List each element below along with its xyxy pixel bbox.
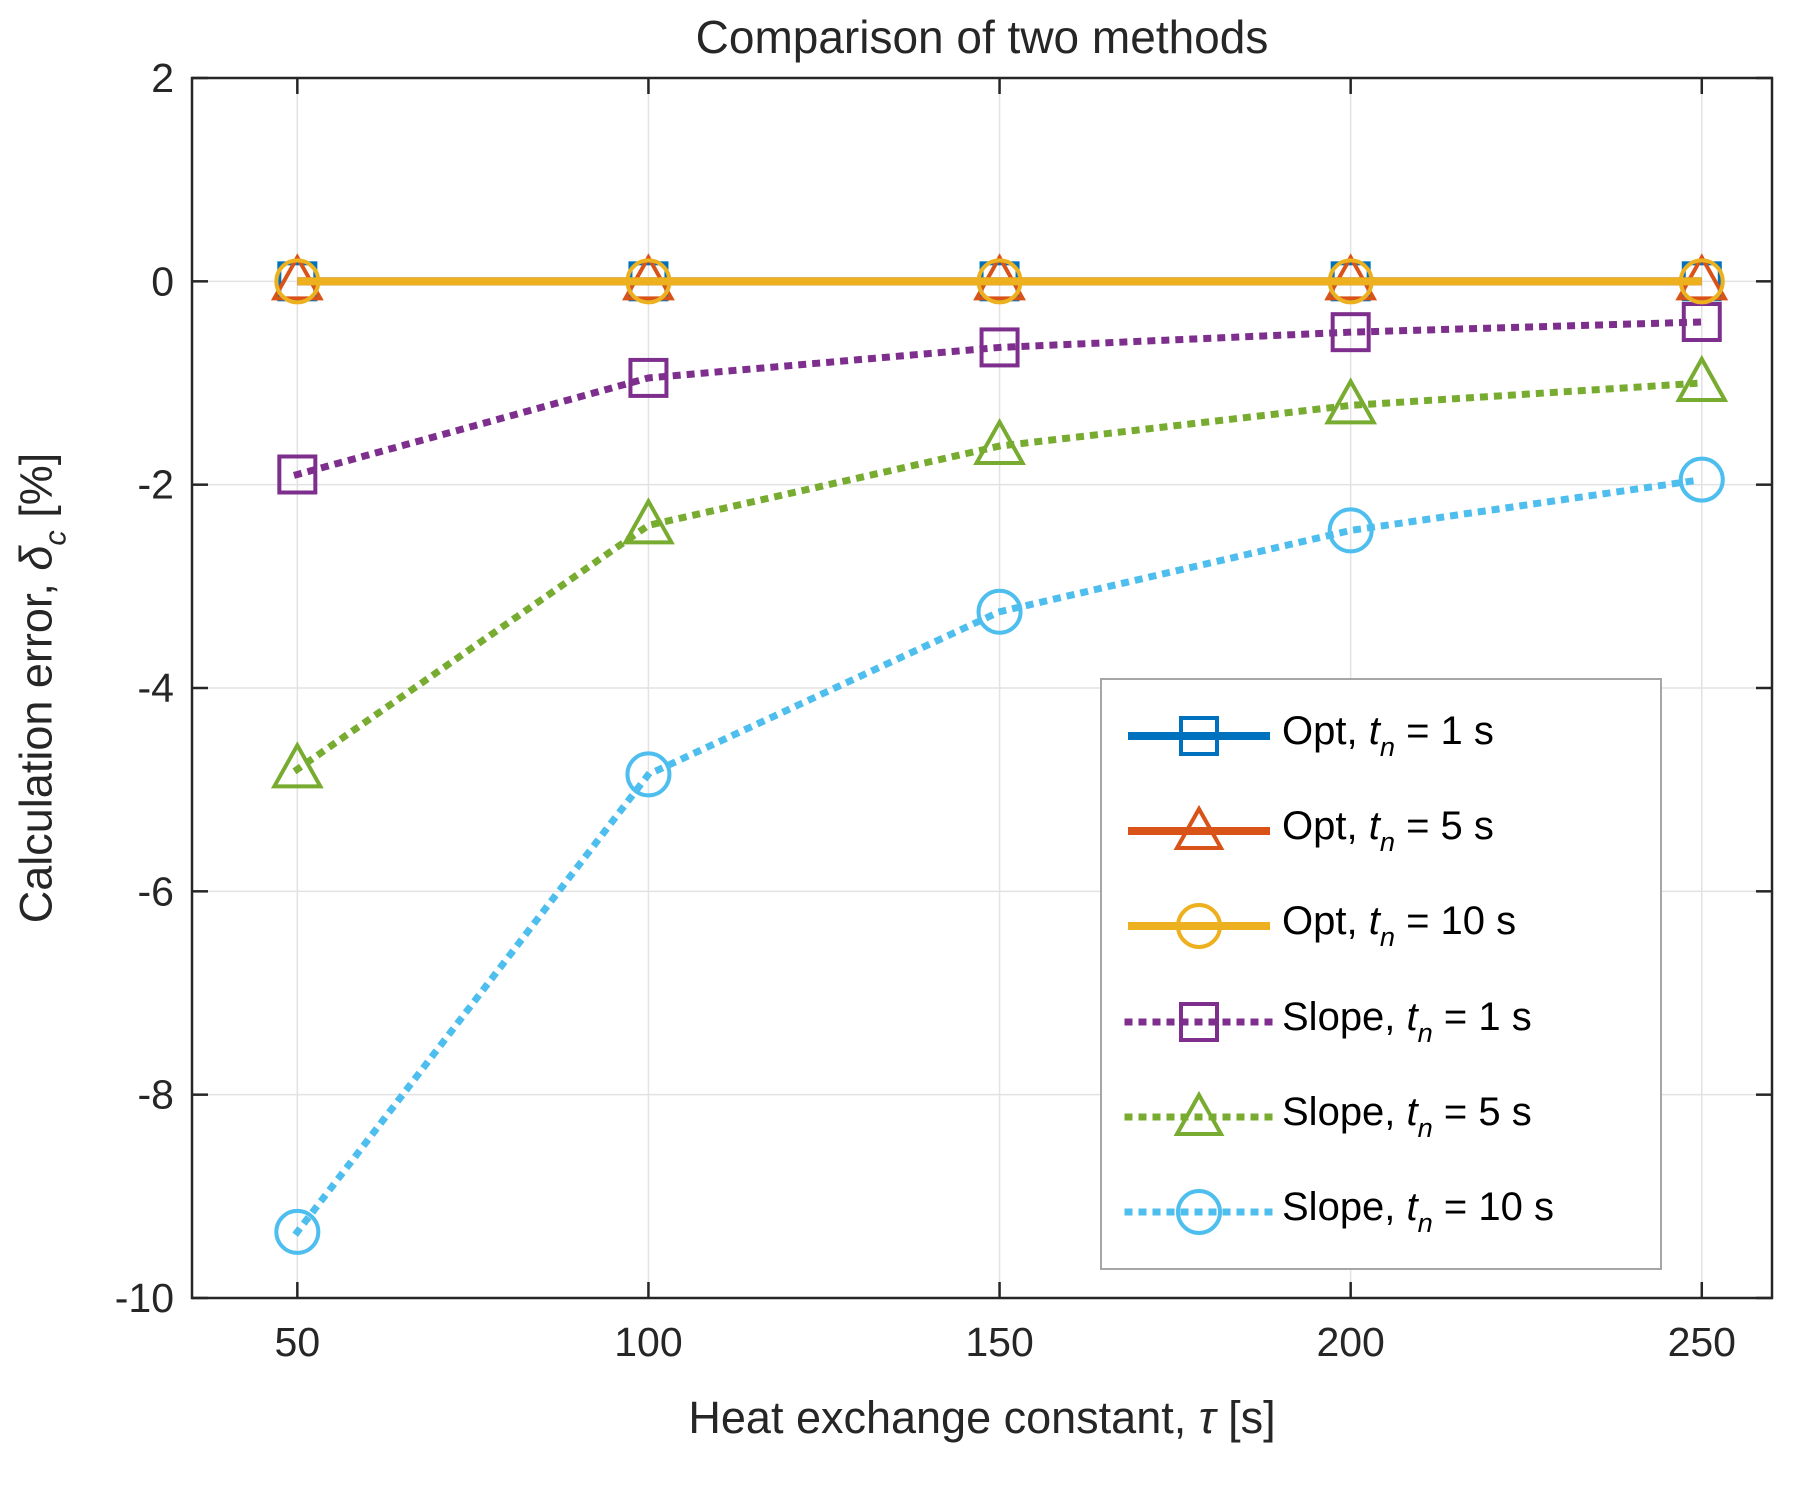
y-axis-label-unit: [%] [10,452,62,531]
x-tick-label: 250 [1668,1319,1736,1365]
legend-item-label: Opt, tn = 1 s [1282,708,1494,762]
legend-marker-triangle [1173,1090,1225,1136]
marker-circle [274,258,321,305]
legend-marker-square [1179,1001,1219,1042]
legend-marker-circle [1176,903,1222,950]
marker-square [277,454,318,495]
legend-item: Opt, tn = 5 s [1102,801,1660,861]
legend-sample-circle [1124,1189,1274,1236]
legend-sample-triangle [1128,804,1270,850]
legend-sample-circle [1128,903,1270,950]
y-tick-label: -4 [138,665,174,711]
marker-triangle [622,497,675,545]
legend-marker-square [1179,715,1219,756]
marker-square [979,327,1020,368]
marker-circle [1327,258,1374,305]
legend-item: Opt, tn = 1 s [1102,706,1660,766]
y-axis-label: Calculation error, δc [%] [11,453,74,924]
marker-triangle [973,417,1026,466]
legend-sample-triangle [1124,1090,1274,1136]
y-tick-label: 2 [151,55,174,101]
legend-item: Slope, tn = 1 s [1102,992,1660,1052]
legend-item: Slope, tn = 5 s [1102,1087,1660,1147]
marker-circle [274,1208,321,1255]
x-tick-label: 150 [965,1319,1033,1365]
y-tick-label: -8 [138,1072,174,1118]
marker-circle [1327,507,1374,554]
x-tick-label: 100 [614,1319,682,1365]
chart-legend: Opt, tn = 1 s Opt, tn = 5 s Opt, tn = 10 s… [1100,678,1662,1270]
x-tick-label: 200 [1316,1319,1384,1365]
legend-item-label: Opt, tn = 5 s [1282,803,1494,858]
marker-circle [976,258,1023,305]
marker-circle [625,258,672,305]
marker-circle [625,751,672,798]
marker-square [1330,312,1371,353]
y-axis-label-subscript: c [38,530,73,546]
x-tick-label: 50 [275,1319,321,1365]
marker-circle [976,588,1023,635]
x-axis-label-text: Heat exchange constant, [688,1392,1199,1443]
legend-item-label: Slope, tn = 5 s [1282,1089,1532,1144]
legend-marker-circle [1176,1189,1222,1236]
x-axis-label-unit: [s] [1215,1392,1276,1443]
legend-item: Opt, tn = 10 s [1102,896,1660,956]
y-tick-label: -6 [138,868,174,914]
legend-item: Slope, tn = 10 s [1102,1182,1660,1242]
marker-triangle [1324,377,1378,425]
marker-circle [1678,456,1725,503]
legend-item-label: Opt, tn = 10 s [1282,899,1517,953]
legend-item-label: Slope, tn = 1 s [1282,994,1532,1048]
series-line [292,475,1706,1237]
legend-sample-square [1124,1001,1274,1042]
legend-marker-triangle [1173,804,1225,850]
marker-circle [1678,258,1725,305]
y-axis-label-symbol-delta: δ [10,545,62,571]
chart-title: Comparison of two methods [695,11,1269,63]
marker-triangle [270,741,324,789]
marker-triangle [1675,354,1729,402]
series-line [292,379,1706,775]
series-line [293,318,1706,479]
legend-item-label: Slope, tn = 10 s [1282,1185,1554,1239]
y-tick-label: -10 [115,1275,174,1321]
legend-sample-square [1128,715,1270,756]
y-axis-label-text: Calculation error, [10,570,62,924]
y-tick-label: -2 [138,462,174,508]
x-axis-label: Heat exchange constant, τ [s] [192,1392,1772,1444]
y-tick-label: 0 [151,258,174,304]
x-axis-label-symbol-tau: τ [1198,1392,1216,1443]
marker-square [628,357,669,398]
